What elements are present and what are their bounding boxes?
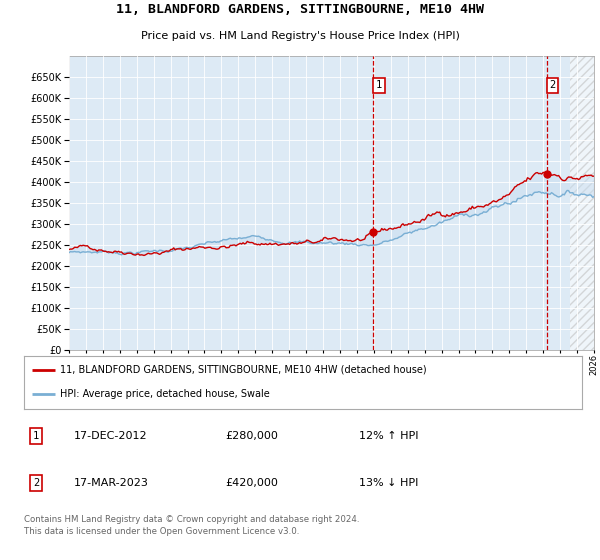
Bar: [570, 56, 594, 350]
Text: 17-MAR-2023: 17-MAR-2023: [74, 478, 149, 488]
Text: HPI: Average price, detached house, Swale: HPI: Average price, detached house, Swal…: [60, 389, 270, 399]
Text: 12% ↑ HPI: 12% ↑ HPI: [359, 431, 418, 441]
Text: 2: 2: [33, 478, 40, 488]
Text: 11, BLANDFORD GARDENS, SITTINGBOURNE, ME10 4HW (detached house): 11, BLANDFORD GARDENS, SITTINGBOURNE, ME…: [60, 365, 427, 375]
Text: Price paid vs. HM Land Registry's House Price Index (HPI): Price paid vs. HM Land Registry's House …: [140, 31, 460, 41]
Text: 11, BLANDFORD GARDENS, SITTINGBOURNE, ME10 4HW: 11, BLANDFORD GARDENS, SITTINGBOURNE, ME…: [116, 3, 484, 16]
Text: 17-DEC-2012: 17-DEC-2012: [74, 431, 148, 441]
Text: 1: 1: [376, 81, 382, 90]
Text: £420,000: £420,000: [225, 478, 278, 488]
Text: 1: 1: [33, 431, 40, 441]
Text: 13% ↓ HPI: 13% ↓ HPI: [359, 478, 418, 488]
Text: Contains HM Land Registry data © Crown copyright and database right 2024.
This d: Contains HM Land Registry data © Crown c…: [24, 515, 359, 536]
Text: £280,000: £280,000: [225, 431, 278, 441]
Text: 2: 2: [549, 81, 556, 90]
